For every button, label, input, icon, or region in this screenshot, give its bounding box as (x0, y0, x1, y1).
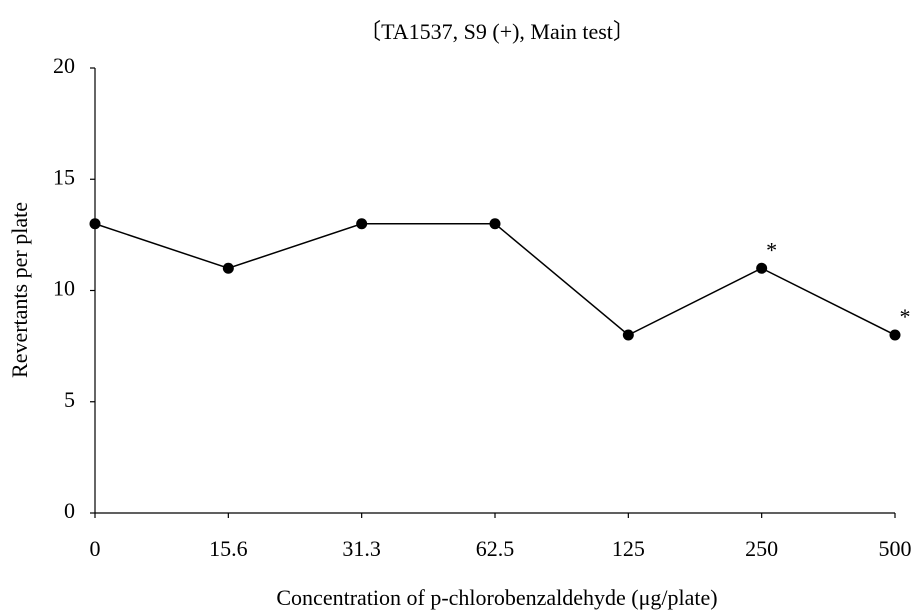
y-axis-label: Revertants per plate (7, 202, 32, 378)
x-axis-label: Concentration of p-chlorobenzaldehyde (μ… (276, 585, 717, 610)
y-tick-label: 5 (64, 387, 75, 412)
data-point (89, 218, 101, 230)
y-tick-label: 20 (53, 53, 75, 78)
y-tick-label: 10 (53, 276, 75, 301)
data-point (222, 262, 234, 274)
x-tick-label: 500 (879, 536, 912, 561)
data-point (889, 329, 901, 341)
x-tick-label: 125 (612, 536, 645, 561)
data-point (356, 218, 368, 230)
y-tick-label: 0 (64, 498, 75, 523)
x-tick-label: 15.6 (209, 536, 248, 561)
data-point (756, 262, 768, 274)
annotation: * (900, 304, 911, 329)
x-tick-label: 0 (90, 536, 101, 561)
annotation: * (766, 237, 777, 262)
x-tick-label: 250 (745, 536, 778, 561)
x-tick-label: 31.3 (342, 536, 381, 561)
y-tick-label: 15 (53, 164, 75, 189)
data-point (622, 329, 634, 341)
x-tick-label: 62.5 (476, 536, 515, 561)
data-point (489, 218, 501, 230)
chart-title: 〔TA1537, S9 (+), Main test〕 (359, 19, 635, 44)
